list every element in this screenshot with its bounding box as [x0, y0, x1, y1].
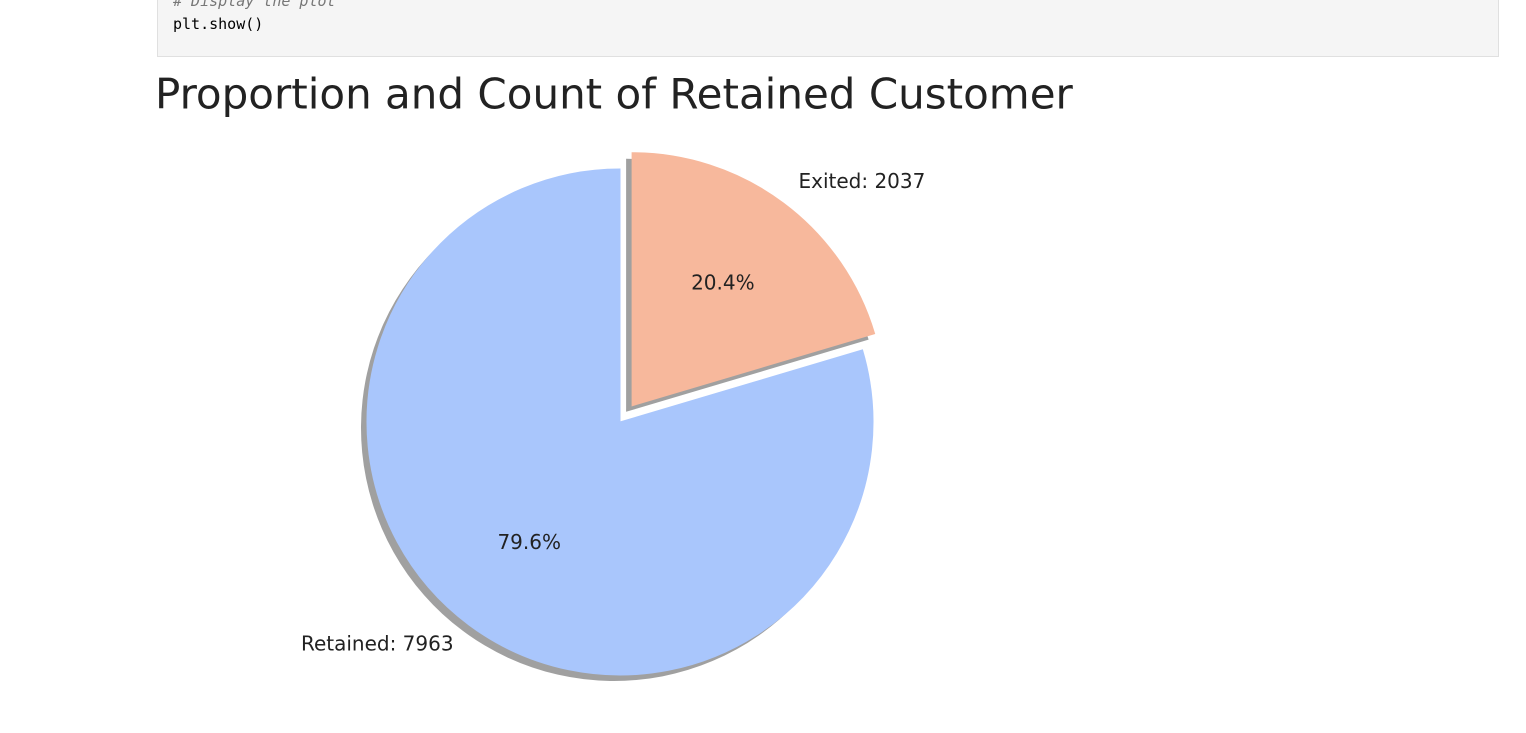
code-line: plt.show(): [173, 15, 264, 33]
category-label: Retained: 7963: [301, 632, 454, 656]
chart-title: Proportion and Count of Retained Custome…: [155, 70, 1074, 119]
code-line: # Display the plot: [173, 0, 336, 10]
wedge: [366, 168, 874, 676]
category-label: Exited: 2037: [798, 169, 925, 193]
chart: Proportion and Count of Retained Custome…: [155, 70, 1074, 681]
percent-label: 20.4%: [691, 271, 755, 295]
percent-label: 79.6%: [497, 530, 561, 554]
code-cell[interactable]: # Display the plot plt.show(): [157, 0, 1499, 57]
wedge: [631, 152, 876, 407]
